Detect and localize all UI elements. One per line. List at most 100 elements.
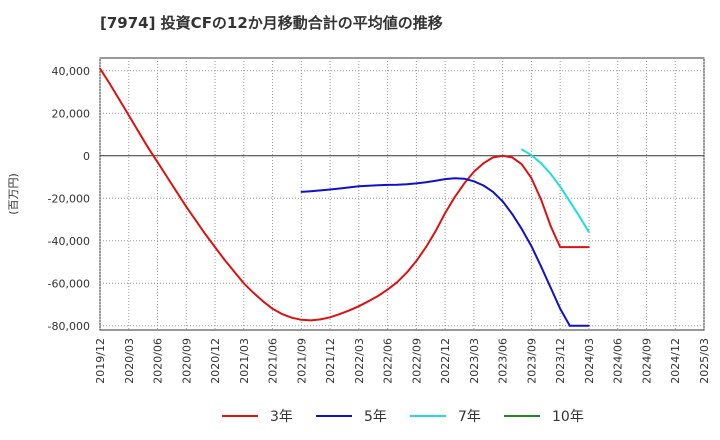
- data-point: [367, 300, 370, 303]
- data-point: [195, 219, 197, 222]
- data-point: [530, 177, 533, 179]
- data-point: [549, 173, 552, 175]
- data-point: [175, 191, 178, 193]
- legend-item: 3年: [222, 404, 293, 428]
- data-point: [511, 213, 514, 215]
- data-point: [147, 146, 149, 149]
- x-tick-label: 2024/09: [640, 338, 653, 384]
- legend-item: 7年: [410, 404, 481, 428]
- data-point: [386, 288, 389, 291]
- y-tick-label: 40,000: [52, 65, 91, 78]
- x-tick-label: 2020/12: [209, 338, 222, 384]
- data-point: [434, 180, 437, 182]
- data-point: [386, 184, 389, 186]
- series-layer: [99, 67, 590, 327]
- data-point: [214, 246, 216, 248]
- x-tick-label: 2022/12: [439, 338, 452, 384]
- x-tick-label: 2022/09: [410, 338, 423, 384]
- x-tick-label: 2025/03: [698, 338, 711, 384]
- data-point: [521, 228, 523, 230]
- series-line-7年: [521, 148, 590, 233]
- x-tick-label: 2021/12: [324, 338, 337, 384]
- y-tick-label: -60,000: [48, 277, 90, 290]
- data-point: [559, 246, 561, 248]
- data-point: [530, 245, 533, 247]
- x-tick-label: 2020/03: [123, 338, 136, 384]
- data-point: [377, 184, 379, 187]
- legend-label: 7年: [458, 409, 481, 425]
- data-point: [262, 300, 264, 303]
- data-point: [108, 82, 111, 85]
- data-point: [310, 319, 312, 322]
- data-point: [137, 130, 140, 133]
- data-point: [406, 271, 408, 274]
- data-point: [492, 191, 494, 193]
- data-point: [569, 246, 571, 248]
- legend-swatch: [504, 415, 540, 417]
- x-tick-label: 2022/06: [382, 338, 395, 384]
- data-point: [223, 259, 226, 261]
- y-tick-label: 0: [83, 150, 90, 163]
- data-point: [501, 155, 504, 157]
- data-point: [166, 176, 168, 178]
- data-point: [329, 316, 331, 319]
- data-point: [300, 319, 303, 321]
- data-point: [118, 98, 120, 101]
- x-tick-label: 2024/03: [583, 338, 596, 384]
- data-point: [425, 246, 427, 248]
- legend-label: 10年: [552, 409, 584, 425]
- data-point: [204, 233, 207, 236]
- data-point: [233, 270, 235, 273]
- data-point: [358, 305, 360, 308]
- data-point: [530, 154, 533, 156]
- data-point: [185, 206, 188, 208]
- data-point: [463, 182, 466, 185]
- x-tick-label: 2023/03: [468, 338, 481, 384]
- data-point: [588, 231, 590, 234]
- data-point: [501, 200, 504, 203]
- data-point: [329, 188, 331, 191]
- chart-title: [7974] 投資CFの12か月移動合計の平均値の推移: [100, 14, 443, 32]
- plot-frame: [99, 57, 705, 331]
- data-point: [367, 184, 370, 187]
- grid-layer: [99, 57, 705, 331]
- x-tick-label: 2019/12: [94, 338, 107, 384]
- legend-label: 3年: [270, 409, 293, 425]
- y-tick-label: 20,000: [52, 107, 91, 120]
- data-point: [300, 191, 303, 193]
- data-point: [482, 184, 485, 187]
- data-point: [348, 186, 351, 189]
- legend-swatch: [410, 415, 446, 417]
- data-point: [415, 182, 418, 185]
- legend: 3年 5年 7年 10年: [0, 404, 720, 428]
- data-point: [482, 162, 485, 164]
- data-point: [578, 246, 581, 248]
- data-point: [569, 200, 571, 203]
- y-tick-label: -20,000: [48, 192, 90, 205]
- data-point: [377, 295, 379, 297]
- data-point: [521, 163, 523, 166]
- data-point: [588, 325, 590, 327]
- x-tick-label: 2022/03: [353, 338, 366, 384]
- data-point: [415, 260, 418, 262]
- data-point: [511, 156, 514, 159]
- x-tick-label: 2023/09: [525, 338, 538, 384]
- data-point: [281, 313, 284, 315]
- data-point: [559, 308, 561, 310]
- legend-label: 5年: [364, 409, 387, 425]
- x-tick-label: 2021/03: [238, 338, 251, 384]
- data-point: [271, 308, 274, 310]
- data-point: [348, 309, 351, 312]
- data-point: [338, 187, 341, 190]
- data-point: [540, 162, 542, 164]
- y-tick-label: -80,000: [48, 320, 90, 333]
- data-point: [588, 246, 590, 248]
- data-point: [319, 189, 322, 192]
- data-point: [99, 67, 101, 70]
- data-point: [425, 181, 427, 184]
- x-tick-label: 2021/09: [295, 338, 308, 384]
- data-point: [310, 190, 312, 192]
- legend-swatch: [316, 415, 352, 417]
- data-point: [243, 282, 245, 285]
